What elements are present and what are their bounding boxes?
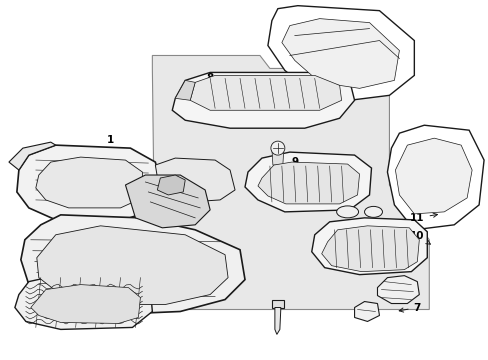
Polygon shape bbox=[311, 218, 427, 275]
Text: 9: 9 bbox=[291, 157, 308, 170]
Polygon shape bbox=[175, 80, 195, 100]
Polygon shape bbox=[157, 175, 185, 195]
Polygon shape bbox=[386, 125, 483, 230]
Polygon shape bbox=[271, 300, 283, 307]
Ellipse shape bbox=[336, 206, 358, 218]
Polygon shape bbox=[31, 285, 140, 323]
Polygon shape bbox=[9, 142, 56, 170]
Text: 5: 5 bbox=[0, 359, 1, 360]
Polygon shape bbox=[190, 75, 341, 110]
Polygon shape bbox=[354, 302, 379, 321]
Polygon shape bbox=[258, 162, 359, 204]
Text: 6: 6 bbox=[0, 359, 1, 360]
Polygon shape bbox=[267, 6, 413, 100]
Polygon shape bbox=[36, 157, 142, 208]
Text: 1: 1 bbox=[107, 135, 128, 162]
Polygon shape bbox=[244, 152, 371, 212]
Text: 3: 3 bbox=[0, 359, 1, 360]
Polygon shape bbox=[155, 158, 235, 202]
Circle shape bbox=[270, 141, 285, 155]
Ellipse shape bbox=[364, 206, 382, 217]
Polygon shape bbox=[395, 138, 471, 214]
Polygon shape bbox=[271, 148, 283, 165]
Polygon shape bbox=[377, 276, 419, 303]
Polygon shape bbox=[17, 145, 162, 222]
Text: 2: 2 bbox=[62, 270, 75, 284]
Polygon shape bbox=[281, 19, 399, 88]
Text: 4: 4 bbox=[0, 359, 1, 360]
Polygon shape bbox=[172, 72, 354, 128]
Polygon shape bbox=[152, 55, 428, 310]
Polygon shape bbox=[321, 226, 419, 272]
Polygon shape bbox=[274, 307, 280, 334]
Text: 11: 11 bbox=[409, 213, 437, 223]
Polygon shape bbox=[125, 175, 210, 228]
Polygon shape bbox=[21, 215, 244, 315]
Polygon shape bbox=[15, 275, 152, 329]
Text: 10: 10 bbox=[409, 231, 429, 244]
Text: 7: 7 bbox=[398, 302, 420, 312]
Text: 8: 8 bbox=[206, 73, 226, 88]
Polygon shape bbox=[37, 226, 227, 305]
